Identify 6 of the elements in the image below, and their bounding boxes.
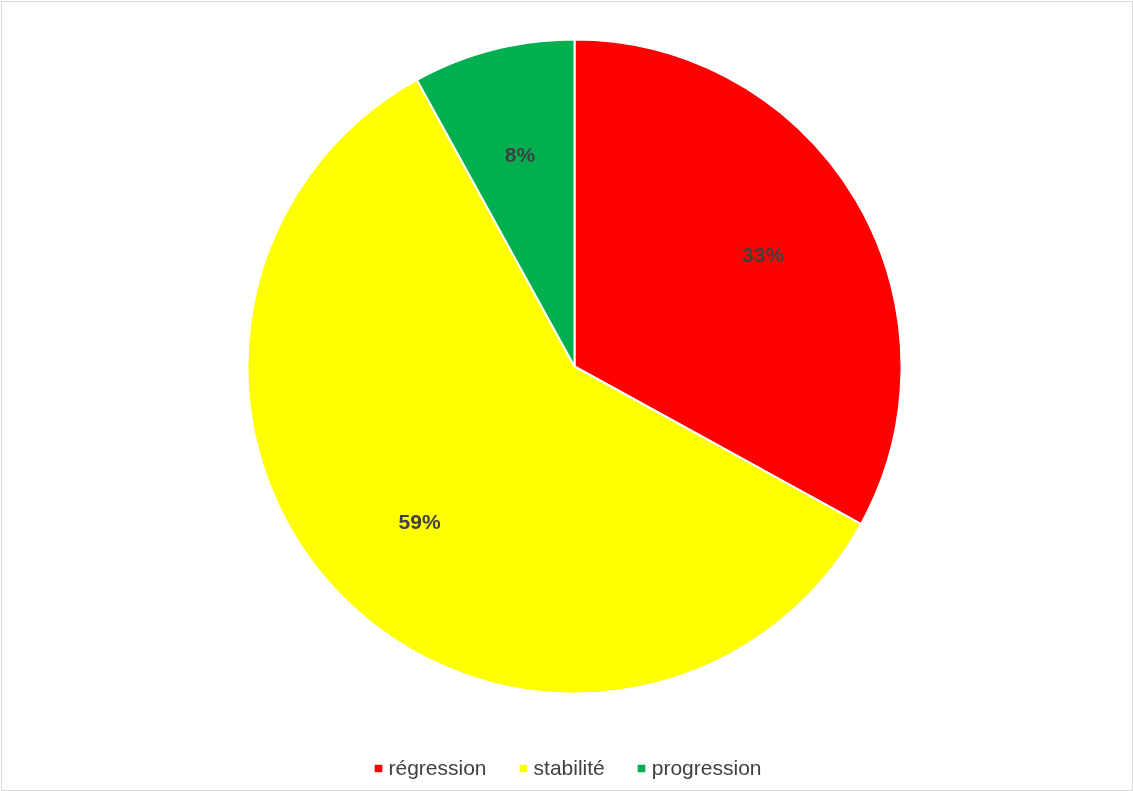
data-label: 8% xyxy=(504,142,536,166)
legend-label: progression xyxy=(651,756,762,780)
legend-label: stabilité xyxy=(533,756,605,780)
data-label: 33% xyxy=(742,243,785,267)
data-label: 59% xyxy=(398,509,441,533)
legend-label: régression xyxy=(388,756,487,780)
